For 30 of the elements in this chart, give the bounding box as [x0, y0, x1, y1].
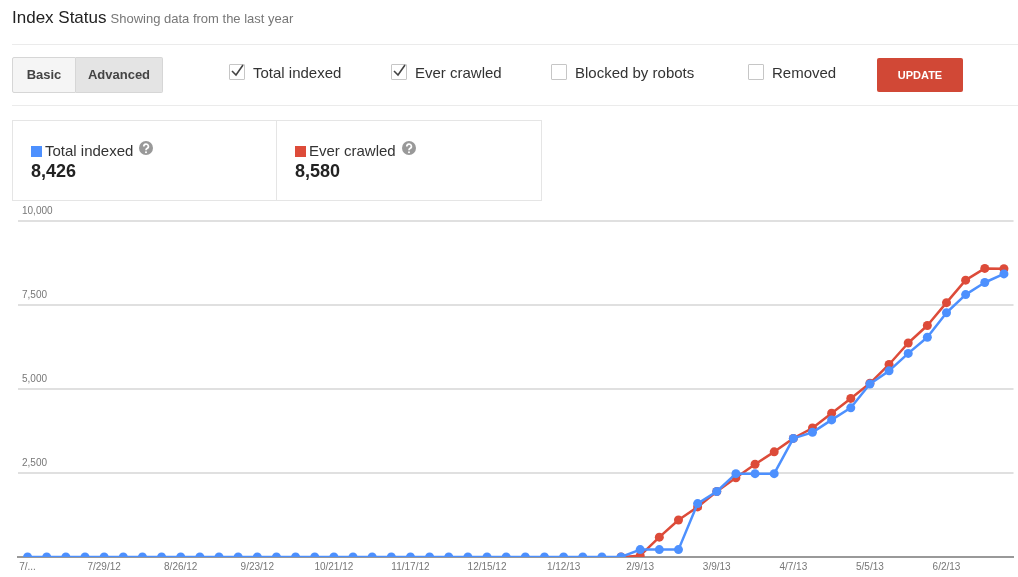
x-tick-label: 6/2/13 [932, 560, 961, 572]
x-tick-label: 7/... [19, 560, 36, 572]
x-tick-label: 1/12/13 [546, 560, 581, 572]
y-tick-label: 7,500 [22, 288, 48, 300]
text: Ever crawled [414, 64, 502, 81]
text: Total indexed [252, 64, 342, 81]
y-tick-label: 2,500 [22, 456, 48, 468]
x-tick-label: 11/17/12 [391, 560, 430, 572]
x-tick-label: 12/15/12 [467, 560, 507, 572]
x-tick-label: 3/9/13 [702, 560, 732, 572]
x-tick-label: 10/21/12 [314, 560, 354, 572]
x-tick-label: 7/29/12 [87, 560, 122, 572]
text: UPDATE [877, 58, 963, 92]
chart-subtitle: Showing data from the last year [110, 11, 294, 26]
legend-label: Total indexed [44, 141, 135, 159]
text: Advanced [76, 57, 163, 93]
x-tick-label: 2/9/13 [626, 560, 655, 572]
y-tick-label: 5,000 [22, 372, 48, 384]
x-tick-label: 8/26/12 [164, 560, 198, 572]
text: Blocked by robots [574, 64, 695, 81]
legend-label: Ever crawled [308, 141, 397, 159]
x-tick-label: 4/7/13 [779, 560, 808, 572]
text: Basic [12, 57, 76, 93]
text: Removed [771, 64, 837, 81]
x-tick-label: 5/5/13 [856, 560, 885, 572]
y-tick-label: 10,000 [22, 204, 54, 216]
chart-title: Index Status [12, 8, 107, 27]
text: 8,580 [295, 161, 342, 182]
text: 8,426 [31, 161, 78, 182]
x-tick-label: 9/23/12 [240, 560, 275, 572]
